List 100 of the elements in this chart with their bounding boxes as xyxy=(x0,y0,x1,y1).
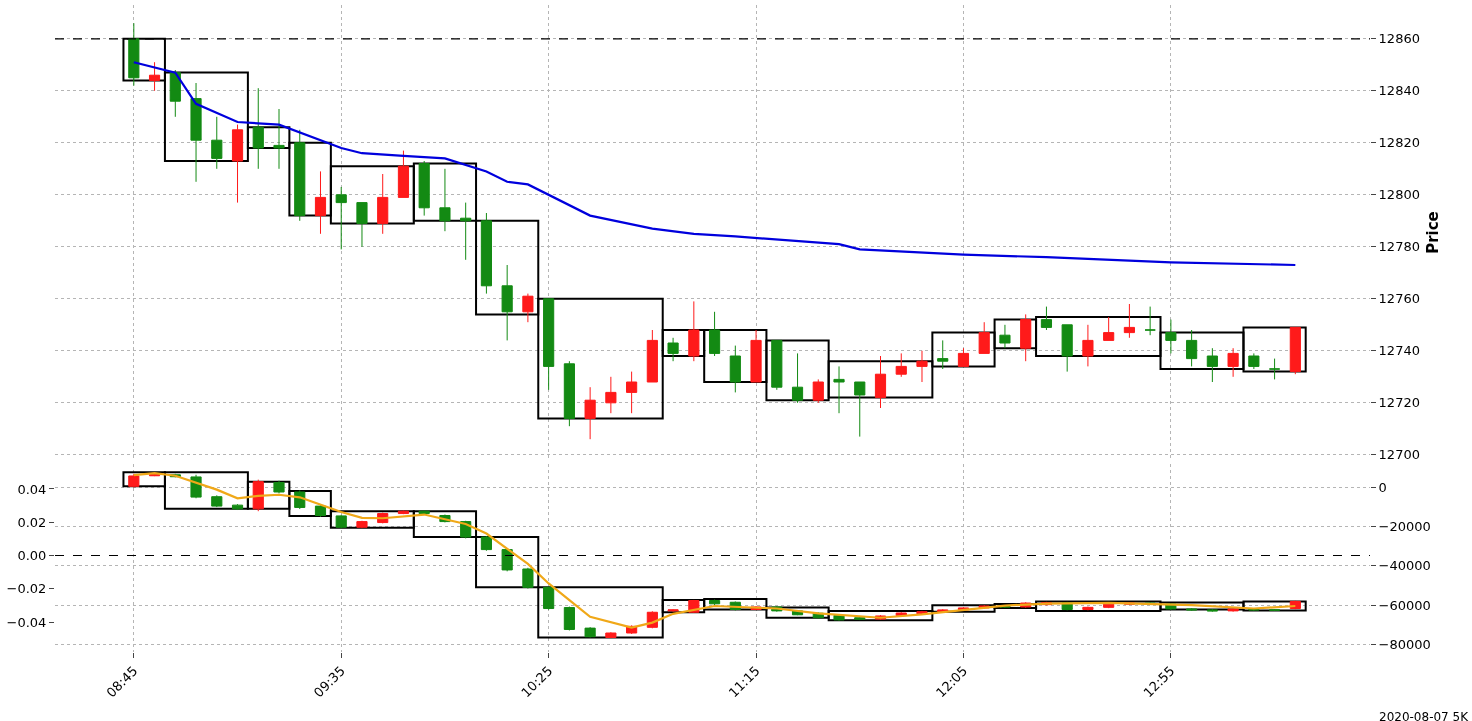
text: 2020-08-07 5K xyxy=(1379,710,1470,721)
candlestick xyxy=(1269,358,1281,380)
candlestick xyxy=(1289,326,1301,375)
candlestick xyxy=(1103,316,1115,341)
y2-tick-label: 12700 xyxy=(1378,447,1420,463)
candlestick xyxy=(626,371,638,414)
candlestick xyxy=(128,22,140,87)
candlestick xyxy=(1186,329,1198,367)
candlestick xyxy=(522,567,534,590)
y2-tick-label: 12740 xyxy=(1378,343,1420,359)
candlestick xyxy=(169,69,181,118)
candlestick xyxy=(377,173,389,235)
y2-tick-label: −40000 xyxy=(1378,558,1431,574)
candlestick xyxy=(1061,324,1073,373)
candlestick xyxy=(480,212,492,295)
y2-axis-title: Price xyxy=(1423,211,1442,254)
candlestick xyxy=(584,626,596,639)
candlestick xyxy=(543,585,555,611)
candlestick xyxy=(1186,607,1198,612)
y-tick-label: −0.02 xyxy=(6,581,47,597)
y2-tick-label: 12780 xyxy=(1378,239,1420,255)
candlestick xyxy=(231,124,244,204)
candlestick xyxy=(688,300,700,362)
y2-tick-label: −80000 xyxy=(1378,636,1431,652)
y2-tick-label: 12820 xyxy=(1378,135,1420,151)
y-tick-label: 0.00 xyxy=(17,548,47,564)
candlestick xyxy=(128,473,140,488)
y-tick-label: 0.04 xyxy=(17,481,47,497)
candlestick xyxy=(833,365,845,414)
candlestick xyxy=(1227,607,1239,613)
candlestick xyxy=(480,535,492,552)
candlestick xyxy=(273,480,285,494)
candlestick xyxy=(1165,319,1177,354)
candlestick xyxy=(211,116,223,170)
candlestick xyxy=(1020,313,1032,362)
candlestick xyxy=(1082,324,1094,367)
y2-tick-label: 12760 xyxy=(1378,291,1420,307)
candlestick xyxy=(605,376,617,414)
candlestick xyxy=(750,329,762,383)
candlestick xyxy=(501,547,513,572)
y2-tick-label: −60000 xyxy=(1378,597,1431,613)
y2-tick-label: 0 xyxy=(1378,480,1387,496)
candlestick xyxy=(916,350,928,383)
candlestick xyxy=(854,616,866,621)
y2-tick-label: 12720 xyxy=(1378,395,1420,411)
y2-tick-label: 12860 xyxy=(1378,31,1420,47)
candlestick xyxy=(584,386,596,440)
candlestick xyxy=(791,352,804,404)
candlestick xyxy=(1040,306,1053,331)
candlestick xyxy=(667,337,679,362)
candlestick xyxy=(273,108,285,170)
candlestick xyxy=(1123,303,1135,339)
y-tick-label: 0.02 xyxy=(17,514,47,530)
candlestick xyxy=(190,82,202,183)
candlestick xyxy=(211,494,223,508)
candlestick xyxy=(605,631,617,639)
y2-tick-label: 12840 xyxy=(1378,83,1420,99)
y-tick-label: −0.04 xyxy=(6,614,47,630)
candlestick xyxy=(874,355,887,409)
candlestick xyxy=(999,324,1011,349)
candlestick xyxy=(460,202,472,261)
candlestick xyxy=(812,378,824,404)
candlestick xyxy=(646,329,658,383)
candlestick xyxy=(522,293,534,323)
candlestick xyxy=(667,608,679,613)
candlestick xyxy=(148,61,161,92)
candlestick xyxy=(771,339,783,391)
candlestick xyxy=(252,479,264,512)
candlestick xyxy=(356,202,368,248)
candlestick xyxy=(356,520,368,529)
line-series xyxy=(132,472,1297,629)
candlestick xyxy=(252,87,264,170)
candlestick xyxy=(1206,608,1218,613)
candlestick xyxy=(231,503,244,511)
candlestick xyxy=(1248,352,1260,370)
line-series xyxy=(132,61,1297,267)
candlestick xyxy=(978,321,990,354)
candlestick xyxy=(418,160,430,217)
candlestick xyxy=(854,381,866,438)
candlestick xyxy=(314,170,327,235)
candlestick xyxy=(895,352,907,378)
candlestick xyxy=(397,150,410,198)
candlestick xyxy=(1206,347,1218,383)
candlestick xyxy=(543,298,555,391)
candlestick xyxy=(1082,606,1094,610)
candlestick xyxy=(1144,306,1156,336)
candlestick xyxy=(335,186,347,250)
candlestick xyxy=(729,345,741,393)
candlestick xyxy=(708,311,721,357)
y2-tick-label: −20000 xyxy=(1378,519,1431,535)
candlestick xyxy=(294,129,306,222)
y2-tick-label: 12800 xyxy=(1378,187,1420,203)
candlestick xyxy=(314,504,327,518)
candlestick xyxy=(563,360,575,427)
candlestick xyxy=(501,264,513,341)
candlestick xyxy=(957,347,970,367)
candlestick xyxy=(563,606,575,631)
candlestick xyxy=(335,514,347,530)
candlestick xyxy=(439,168,451,232)
candlestick xyxy=(1269,608,1281,612)
